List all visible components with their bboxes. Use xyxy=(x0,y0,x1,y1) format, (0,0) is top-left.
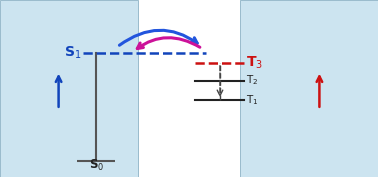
Text: T$_2$: T$_2$ xyxy=(246,74,258,87)
Text: S$_1$: S$_1$ xyxy=(64,45,81,61)
Text: S$_0$: S$_0$ xyxy=(89,158,104,173)
Text: T$_3$: T$_3$ xyxy=(246,55,263,71)
Text: T$_1$: T$_1$ xyxy=(246,93,258,107)
Bar xyxy=(240,0,378,177)
Bar xyxy=(0,0,138,177)
